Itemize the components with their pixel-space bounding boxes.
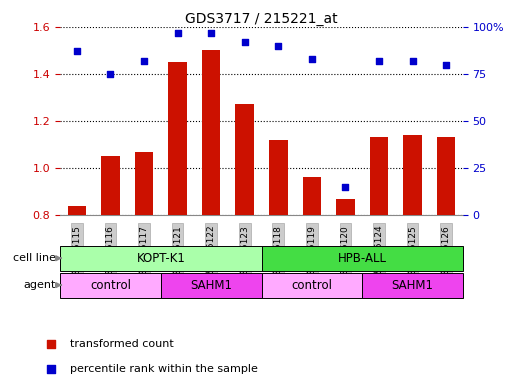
Point xyxy=(396,25,404,31)
Bar xyxy=(269,140,288,384)
Bar xyxy=(262,273,362,298)
Text: control: control xyxy=(90,279,131,291)
Point xyxy=(106,71,115,77)
Point xyxy=(73,48,81,55)
Text: SAHM1: SAHM1 xyxy=(190,279,232,291)
Bar xyxy=(135,152,153,384)
Point xyxy=(341,184,349,190)
Text: transformed count: transformed count xyxy=(70,339,173,349)
Text: cell line: cell line xyxy=(13,253,56,263)
Point xyxy=(408,58,417,64)
Point xyxy=(375,58,383,64)
Point xyxy=(140,58,148,64)
Bar xyxy=(235,104,254,384)
Point xyxy=(308,56,316,62)
Bar xyxy=(262,246,463,271)
Bar xyxy=(161,273,262,298)
Point xyxy=(396,252,404,258)
Bar xyxy=(362,273,463,298)
Text: HPB-ALL: HPB-ALL xyxy=(338,252,386,265)
Bar xyxy=(403,135,422,384)
Point xyxy=(442,61,450,68)
Bar xyxy=(303,177,321,384)
Bar xyxy=(101,156,120,384)
Bar xyxy=(437,137,456,384)
Bar xyxy=(202,50,220,384)
Text: SAHM1: SAHM1 xyxy=(392,279,434,291)
Bar xyxy=(67,206,86,384)
Text: KOPT-K1: KOPT-K1 xyxy=(137,252,185,265)
Bar xyxy=(370,137,388,384)
Bar xyxy=(168,62,187,384)
Point xyxy=(274,43,282,49)
Text: percentile rank within the sample: percentile rank within the sample xyxy=(70,364,257,374)
Text: agent: agent xyxy=(24,280,56,290)
Title: GDS3717 / 215221_at: GDS3717 / 215221_at xyxy=(185,12,338,26)
Point xyxy=(174,30,182,36)
Bar xyxy=(60,273,161,298)
Point xyxy=(207,30,215,36)
Point xyxy=(241,39,249,45)
Bar xyxy=(60,246,262,271)
Bar xyxy=(336,199,355,384)
Text: control: control xyxy=(291,279,332,291)
